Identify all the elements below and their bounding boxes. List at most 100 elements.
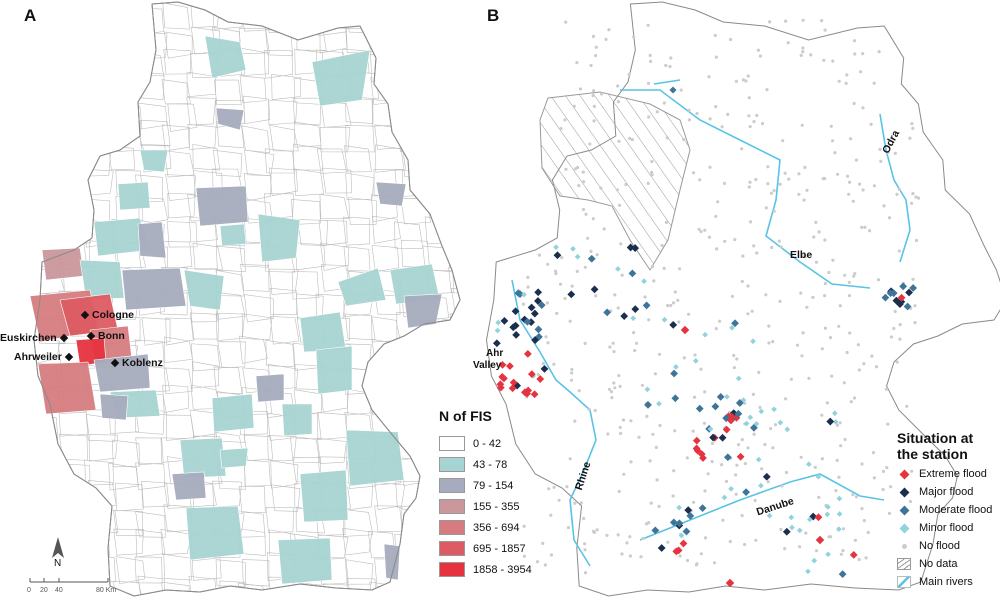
station-major-flood bbox=[657, 544, 666, 552]
station-no-flood bbox=[752, 120, 756, 124]
station-moderate-flood bbox=[711, 402, 720, 411]
station-no-flood bbox=[541, 541, 545, 546]
station-no-flood bbox=[592, 104, 597, 108]
station-no-flood bbox=[911, 192, 915, 196]
station-no-flood bbox=[558, 282, 563, 286]
station-no-flood bbox=[568, 319, 572, 323]
station-no-flood bbox=[643, 295, 647, 299]
station-extreme-flood bbox=[736, 452, 745, 461]
station-no-flood bbox=[786, 41, 790, 45]
station-no-flood bbox=[851, 493, 855, 497]
station-no-flood bbox=[885, 466, 889, 470]
station-minor-flood bbox=[702, 331, 708, 338]
station-no-flood bbox=[592, 530, 597, 535]
station-no-flood bbox=[822, 58, 826, 62]
station-no-flood bbox=[750, 309, 754, 313]
station-no-flood bbox=[753, 498, 757, 503]
district-fill bbox=[315, 345, 353, 395]
station-no-flood bbox=[677, 320, 681, 324]
station-no-flood bbox=[707, 75, 711, 79]
station-moderate-flood bbox=[644, 400, 652, 409]
station-extreme-flood bbox=[693, 446, 702, 455]
station-no-flood bbox=[872, 81, 876, 85]
legend-swatch bbox=[439, 478, 465, 493]
station-major-flood bbox=[590, 285, 599, 294]
station-extreme-flood bbox=[725, 578, 735, 588]
diamond-icon bbox=[897, 487, 911, 497]
district-fill bbox=[211, 393, 255, 433]
station-no-flood bbox=[834, 489, 838, 493]
station-no-flood bbox=[613, 386, 617, 390]
station-no-flood bbox=[839, 444, 843, 448]
station-no-flood bbox=[910, 434, 914, 438]
station-major-flood bbox=[620, 312, 629, 321]
station-minor-flood bbox=[832, 419, 839, 425]
district-fill bbox=[255, 373, 285, 403]
station-no-flood bbox=[800, 354, 804, 358]
station-no-flood bbox=[641, 536, 645, 541]
station-no-flood bbox=[546, 262, 550, 266]
station-moderate-flood bbox=[698, 504, 707, 513]
station-no-flood bbox=[780, 484, 784, 488]
station-no-flood bbox=[758, 54, 763, 58]
station-no-flood bbox=[710, 441, 715, 445]
station-minor-flood bbox=[735, 375, 742, 382]
station-no-flood bbox=[820, 347, 824, 351]
station-no-flood bbox=[563, 118, 567, 122]
station-no-flood bbox=[720, 125, 724, 129]
station-no-flood bbox=[577, 389, 581, 393]
station-major-flood bbox=[669, 321, 678, 329]
dot-icon bbox=[897, 543, 911, 549]
station-no-flood bbox=[722, 181, 727, 185]
legend-b-row: No flood bbox=[897, 540, 960, 552]
station-no-flood bbox=[583, 571, 588, 575]
station-no-flood bbox=[854, 495, 859, 499]
station-minor-flood bbox=[661, 316, 668, 323]
station-no-flood bbox=[770, 245, 774, 250]
north-label: N bbox=[54, 558, 62, 569]
station-no-flood bbox=[764, 293, 768, 297]
station-no-flood bbox=[570, 284, 574, 288]
station-no-flood bbox=[861, 188, 865, 192]
station-no-flood bbox=[537, 253, 542, 257]
station-no-flood bbox=[754, 538, 758, 542]
station-no-flood bbox=[820, 457, 825, 461]
legend-a-row: 1858 - 3954 bbox=[439, 562, 532, 577]
station-no-flood bbox=[648, 53, 652, 58]
district-fill bbox=[137, 221, 167, 259]
station-moderate-flood bbox=[671, 394, 680, 403]
station-no-flood bbox=[758, 405, 762, 409]
station-major-flood bbox=[511, 307, 520, 316]
station-extreme-flood bbox=[506, 362, 514, 370]
district-fill bbox=[281, 403, 313, 437]
station-no-flood bbox=[872, 184, 877, 188]
station-no-flood bbox=[839, 552, 843, 556]
station-no-flood bbox=[851, 199, 855, 203]
city-marker-icon bbox=[110, 358, 120, 368]
station-no-flood bbox=[664, 63, 668, 68]
station-no-flood bbox=[521, 302, 526, 306]
station-moderate-flood bbox=[651, 526, 660, 535]
station-no-flood bbox=[617, 139, 621, 143]
district-fill bbox=[204, 35, 247, 79]
station-major-flood bbox=[905, 288, 913, 297]
station-minor-flood bbox=[758, 408, 765, 415]
station-no-flood bbox=[836, 172, 840, 176]
station-no-flood bbox=[841, 549, 845, 553]
station-no-flood bbox=[746, 312, 750, 316]
station-minor-flood bbox=[815, 473, 822, 480]
station-no-flood bbox=[857, 557, 861, 562]
legend-b-title-line2: the station bbox=[897, 446, 968, 462]
station-no-flood bbox=[629, 460, 633, 464]
station-minor-flood bbox=[721, 494, 728, 501]
station-minor-flood bbox=[777, 419, 784, 426]
station-no-flood bbox=[837, 324, 841, 328]
district-fill bbox=[41, 247, 85, 281]
station-minor-flood bbox=[521, 291, 527, 298]
station-no-flood bbox=[544, 335, 548, 339]
region-label-valley: Valley bbox=[473, 360, 502, 371]
station-no-flood bbox=[554, 272, 558, 276]
station-no-flood bbox=[726, 112, 730, 116]
station-no-flood bbox=[625, 541, 629, 545]
